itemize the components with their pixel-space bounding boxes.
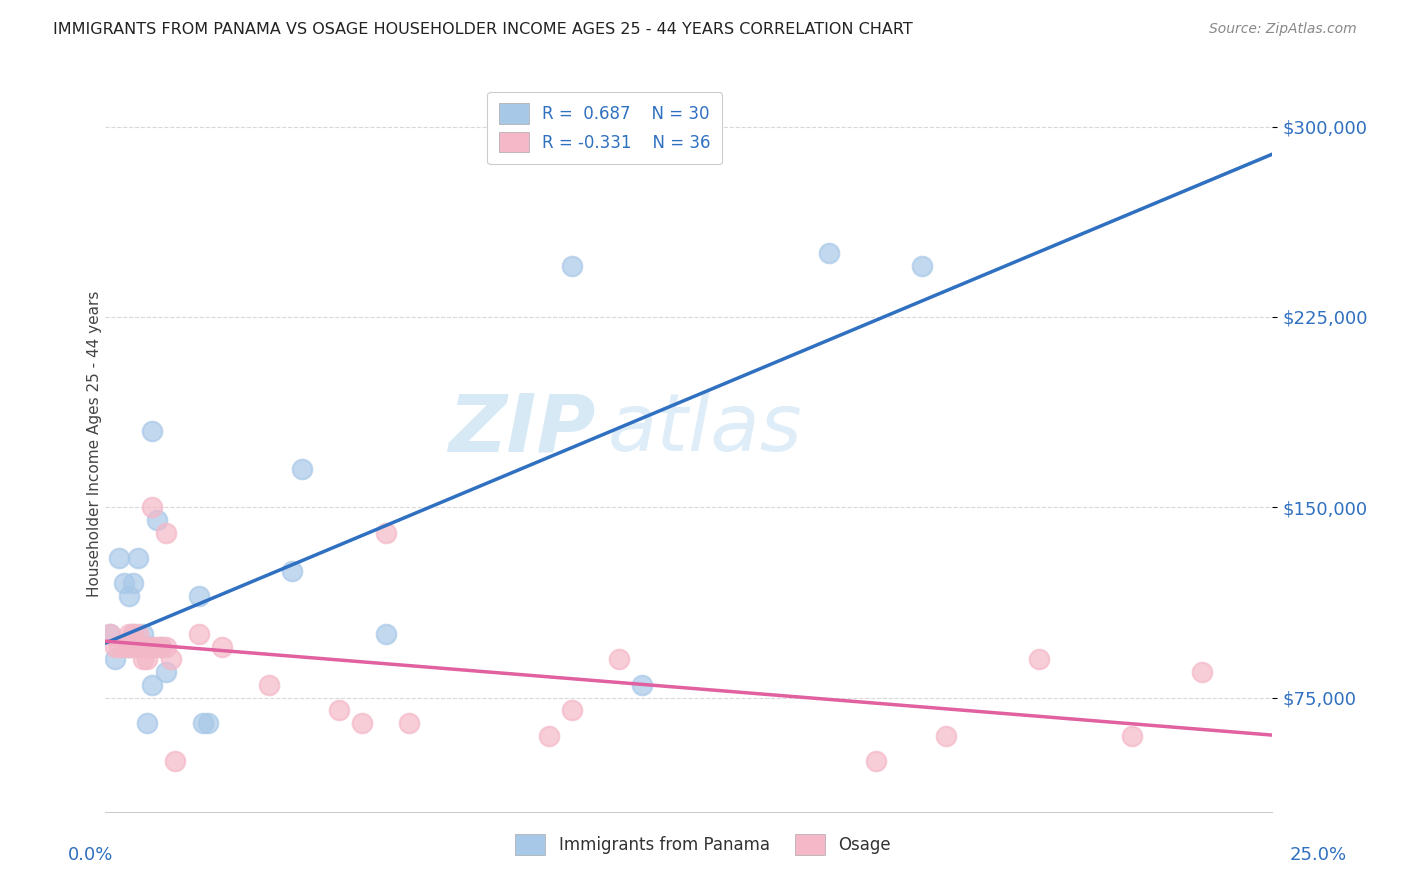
Point bbox=[136, 715, 159, 730]
Point bbox=[159, 652, 181, 666]
Point bbox=[132, 652, 155, 666]
Point bbox=[127, 640, 149, 654]
Point bbox=[141, 500, 163, 515]
Point bbox=[132, 640, 155, 654]
Point bbox=[136, 640, 159, 654]
Point bbox=[150, 640, 173, 654]
Point bbox=[150, 640, 173, 654]
Point bbox=[155, 640, 177, 654]
Point bbox=[104, 652, 127, 666]
Point bbox=[155, 665, 177, 680]
Y-axis label: Householder Income Ages 25 - 44 years: Householder Income Ages 25 - 44 years bbox=[87, 291, 101, 597]
Point bbox=[136, 652, 159, 666]
Point bbox=[112, 576, 135, 591]
Text: 25.0%: 25.0% bbox=[1289, 846, 1347, 863]
Point bbox=[631, 678, 654, 692]
Text: IMMIGRANTS FROM PANAMA VS OSAGE HOUSEHOLDER INCOME AGES 25 - 44 YEARS CORRELATIO: IMMIGRANTS FROM PANAMA VS OSAGE HOUSEHOL… bbox=[53, 22, 912, 37]
Point bbox=[98, 627, 121, 641]
Point bbox=[108, 640, 131, 654]
Point bbox=[328, 703, 350, 717]
Point bbox=[141, 640, 163, 654]
Point bbox=[136, 640, 159, 654]
Point bbox=[146, 513, 169, 527]
Point bbox=[98, 627, 121, 641]
Point bbox=[187, 589, 209, 603]
Point bbox=[112, 640, 135, 654]
Point bbox=[122, 627, 145, 641]
Point bbox=[1028, 652, 1050, 666]
Point bbox=[122, 640, 145, 654]
Point bbox=[561, 259, 583, 273]
Point bbox=[118, 627, 141, 641]
Point bbox=[132, 640, 155, 654]
Point bbox=[561, 703, 583, 717]
Point bbox=[865, 754, 887, 768]
Point bbox=[398, 715, 420, 730]
Point bbox=[155, 525, 177, 540]
Point bbox=[911, 259, 934, 273]
Point bbox=[118, 640, 141, 654]
Point bbox=[281, 564, 304, 578]
Text: atlas: atlas bbox=[607, 390, 801, 468]
Point bbox=[122, 627, 145, 641]
Text: Source: ZipAtlas.com: Source: ZipAtlas.com bbox=[1209, 22, 1357, 37]
Point bbox=[127, 627, 149, 641]
Legend: R =  0.687    N = 30, R = -0.331    N = 36: R = 0.687 N = 30, R = -0.331 N = 36 bbox=[488, 92, 723, 164]
Point bbox=[118, 589, 141, 603]
Point bbox=[290, 462, 312, 476]
Point bbox=[127, 551, 149, 566]
Text: 0.0%: 0.0% bbox=[67, 846, 112, 863]
Point bbox=[1191, 665, 1213, 680]
Point bbox=[122, 576, 145, 591]
Point bbox=[211, 640, 233, 654]
Text: ZIP: ZIP bbox=[449, 390, 596, 468]
Point bbox=[197, 715, 219, 730]
Point bbox=[108, 551, 131, 566]
Point bbox=[118, 640, 141, 654]
Point bbox=[352, 715, 374, 730]
Point bbox=[1121, 729, 1143, 743]
Point bbox=[374, 627, 396, 641]
Point bbox=[935, 729, 957, 743]
Point bbox=[374, 525, 396, 540]
Point bbox=[187, 627, 209, 641]
Point bbox=[141, 424, 163, 438]
Point bbox=[193, 715, 215, 730]
Point bbox=[257, 678, 280, 692]
Point bbox=[818, 246, 841, 260]
Point bbox=[146, 640, 169, 654]
Point bbox=[165, 754, 187, 768]
Legend: Immigrants from Panama, Osage: Immigrants from Panama, Osage bbox=[509, 828, 897, 862]
Point bbox=[607, 652, 630, 666]
Point bbox=[537, 729, 560, 743]
Point bbox=[141, 640, 163, 654]
Point bbox=[141, 678, 163, 692]
Point bbox=[132, 627, 155, 641]
Point bbox=[104, 640, 127, 654]
